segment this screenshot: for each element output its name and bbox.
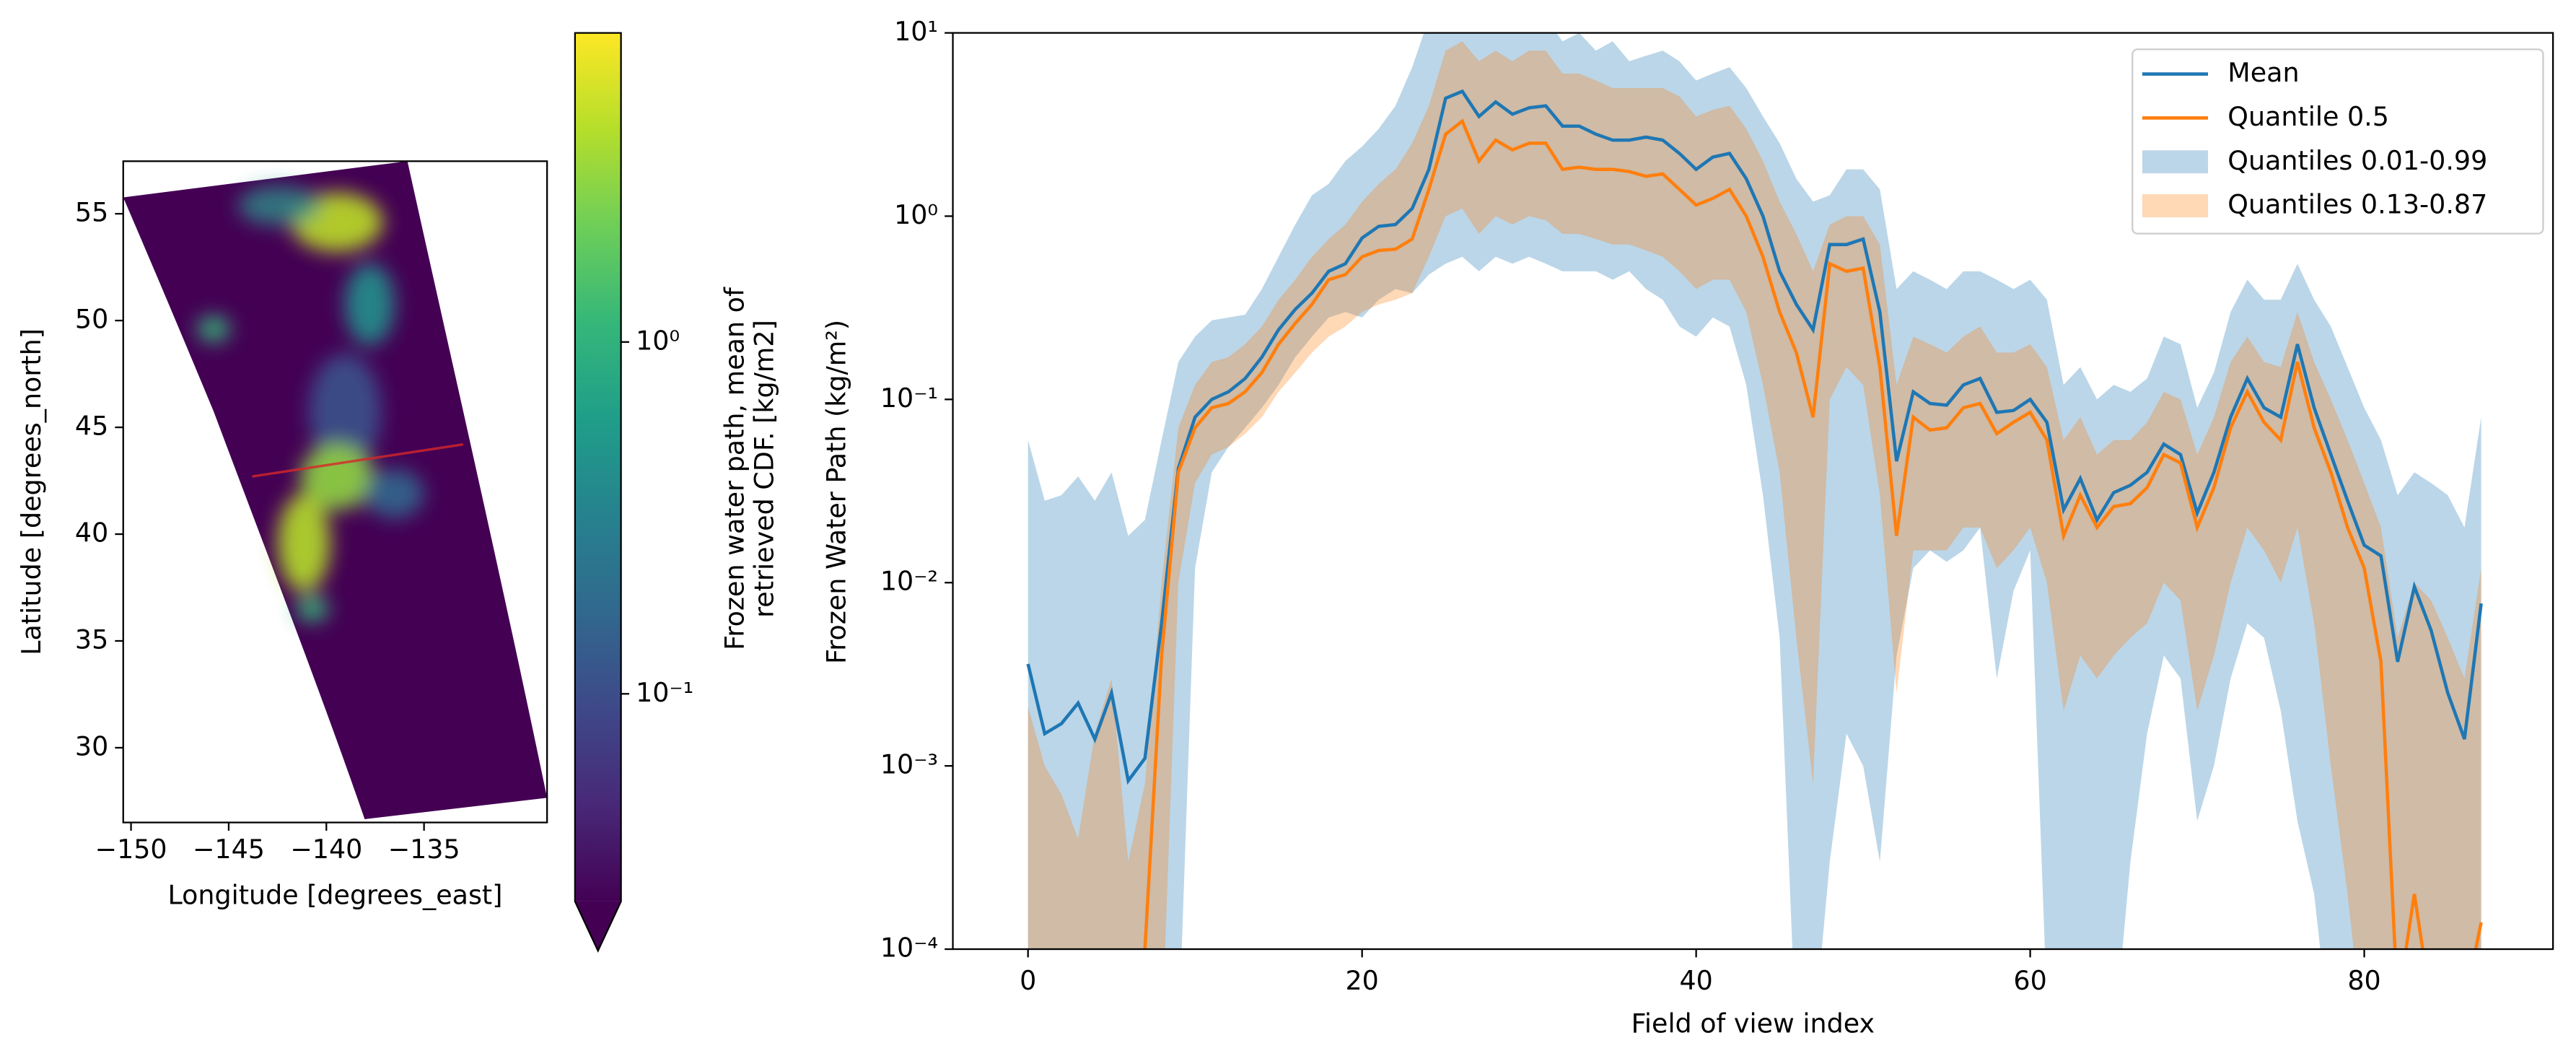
y-tick-label: 35 [75,624,108,655]
y-tick-label: 50 [75,304,108,335]
colorbar-extend [574,901,621,951]
x-tick-label: −145 [193,834,265,865]
y-axis-label: Frozen Water Path (kg/m²) [821,320,852,664]
plot-frame [952,32,2554,951]
y-tick-label: 30 [75,730,108,761]
colorbar-label: retrieved CDF. [kg/m2] [748,320,779,618]
x-tick-label: −150 [95,834,167,865]
y-tick-label: 10⁻² [880,566,938,597]
y-tick-label: 10¹ [894,16,938,47]
x-axis-label: Longitude [degrees_east] [168,880,503,911]
y-tick-label: 45 [75,411,108,442]
legend-swatch [2142,150,2208,174]
legend-label: Quantiles 0.01-0.99 [2227,145,2487,176]
x-tick-label: −140 [290,834,362,865]
legend-label: Mean [2227,57,2299,88]
colorbar-label: Frozen water path, mean of [719,287,750,650]
y-tick-label: 10⁰ [894,199,938,230]
track [252,443,464,478]
legend-swatch [2142,194,2208,218]
colorbar-tick-label: 10⁻¹ [636,677,693,708]
map-frame [122,160,548,824]
quantile-band [1028,41,2481,950]
colorbar-tick-label: 10⁰ [636,325,680,356]
legend-label: Quantiles 0.13-0.87 [2227,189,2487,220]
map-image [123,161,548,819]
quantile-band [1028,32,2481,950]
x-tick-label: 20 [1345,965,1378,996]
x-axis-label: Field of view index [1631,1008,1875,1039]
y-tick-label: 10⁻¹ [880,383,938,414]
x-tick-label: 80 [2347,965,2380,996]
x-tick-label: 40 [1679,965,1712,996]
y-tick-label: 40 [75,518,108,549]
y-tick-label: 10⁻⁴ [880,933,938,964]
y-tick-label: 55 [75,197,108,228]
colorbar [574,32,621,901]
series-line [1026,89,2483,785]
x-tick-label: 0 [1020,965,1036,996]
x-tick-label: 60 [2013,965,2046,996]
legend [2132,48,2544,235]
y-tick-label: 10⁻³ [880,749,938,780]
series-line [1143,118,2483,950]
x-tick-label: −135 [388,834,460,865]
y-axis-label: Latitude [degrees_north] [16,328,47,655]
legend-label: Quantile 0.5 [2227,101,2389,132]
colorbar-frame [574,32,622,953]
plot-area [1026,32,2483,950]
